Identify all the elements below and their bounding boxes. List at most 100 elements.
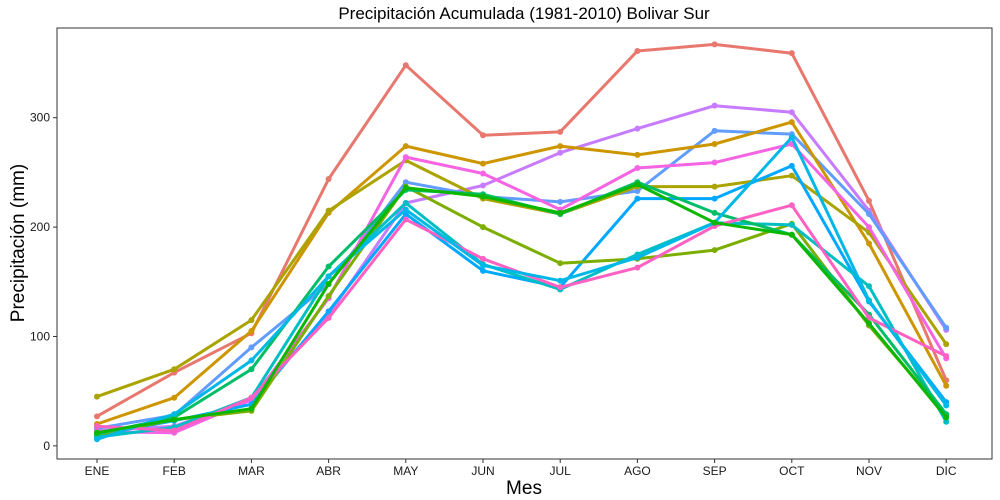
series-5 (94, 157, 950, 400)
data-point (866, 283, 872, 290)
x-tick-label: ABR (316, 464, 341, 478)
data-point (711, 127, 718, 134)
data-point (711, 247, 718, 254)
data-point (634, 195, 641, 202)
data-point (325, 273, 332, 280)
data-point (711, 209, 718, 216)
data-point (866, 197, 872, 204)
data-point (248, 344, 255, 351)
x-tick-label: DIC (936, 464, 957, 478)
data-point (325, 308, 332, 315)
x-axis: ENE FEB MAR ABR MAY JUN JUL AGO SEP OCT NOV DIC (85, 459, 957, 478)
data-point (788, 172, 795, 179)
data-point (94, 413, 100, 420)
data-point (711, 140, 718, 147)
data-point (711, 41, 718, 48)
series-line (95, 158, 948, 399)
data-point (634, 165, 641, 172)
data-point (171, 427, 178, 434)
data-point (325, 207, 332, 214)
data-point (557, 143, 564, 150)
data-point (480, 132, 486, 139)
data-point (402, 200, 409, 207)
data-point (711, 183, 718, 190)
data-point (248, 394, 255, 401)
data-point (866, 240, 872, 247)
series-group (94, 41, 950, 443)
x-tick-label: SEP (703, 464, 727, 478)
y-axis: 0 100 200 300 (30, 111, 57, 453)
data-point (866, 297, 872, 304)
data-point (634, 264, 641, 271)
data-point (402, 216, 409, 223)
data-point (711, 159, 718, 166)
data-point (634, 187, 641, 194)
data-point (788, 221, 795, 228)
series-line (95, 142, 948, 435)
data-point (248, 328, 255, 335)
data-point (634, 151, 641, 158)
data-point (94, 393, 100, 400)
data-point (634, 181, 641, 188)
data-point (480, 182, 486, 189)
x-tick-label: MAY (393, 464, 418, 478)
data-point (788, 231, 795, 238)
data-point (248, 357, 255, 364)
data-point (711, 195, 718, 202)
data-point (480, 160, 486, 167)
data-point (325, 314, 332, 321)
data-point (402, 184, 409, 191)
series-line (95, 135, 948, 441)
data-point (943, 341, 950, 348)
data-point (866, 314, 872, 321)
data-point (248, 317, 255, 324)
series-4 (94, 119, 950, 427)
data-point (325, 263, 332, 270)
data-point (557, 284, 564, 291)
data-point (171, 416, 178, 423)
data-point (248, 405, 255, 412)
y-tick-label: 100 (30, 329, 50, 343)
y-tick-label: 300 (30, 111, 50, 125)
series-line (95, 182, 948, 435)
data-point (557, 260, 564, 267)
y-tick-label: 0 (43, 439, 50, 453)
x-tick-label: ENE (85, 464, 110, 478)
data-point (788, 202, 795, 209)
series-line (95, 129, 948, 430)
data-point (634, 254, 641, 261)
data-point (557, 128, 564, 135)
x-tick-label: OCT (779, 464, 805, 478)
data-point (711, 219, 718, 226)
data-point (480, 193, 486, 200)
data-point (171, 366, 178, 373)
y-tick-label: 200 (30, 220, 50, 234)
data-point (943, 382, 950, 389)
series-line (95, 185, 948, 437)
data-point (943, 402, 950, 409)
data-point (788, 119, 795, 126)
data-point (325, 280, 332, 287)
data-point (788, 134, 795, 141)
data-point (788, 109, 795, 116)
series-13 (94, 181, 950, 436)
data-point (402, 154, 409, 161)
data-point (325, 293, 332, 300)
data-point (866, 210, 872, 217)
data-point (480, 262, 486, 269)
data-point (480, 267, 486, 274)
x-tick-label: NOV (856, 464, 882, 478)
data-point (788, 50, 795, 57)
x-tick-label: AGO (624, 464, 651, 478)
data-point (943, 414, 950, 421)
data-point (480, 255, 486, 262)
data-point (171, 411, 178, 418)
data-point (402, 143, 409, 150)
data-point (94, 436, 100, 443)
series-1 (94, 41, 950, 420)
x-tick-label: MAR (238, 464, 265, 478)
chart-title: Precipitación Acumulada (1981-2010) Boli… (338, 4, 710, 23)
y-axis-title: Precipitación (mm) (8, 164, 29, 322)
data-point (325, 175, 332, 182)
x-tick-label: JUL (550, 464, 572, 478)
